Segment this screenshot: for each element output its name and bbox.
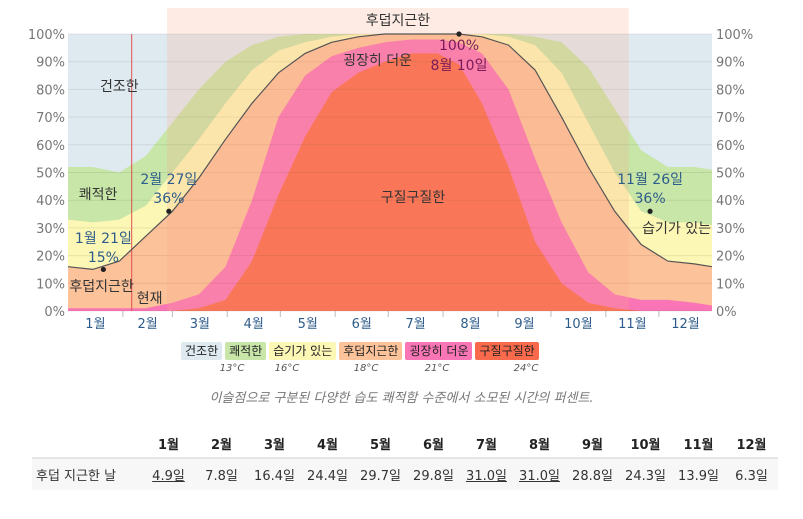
table-month-header: 6월 [407,430,460,458]
table-month-header: 2월 [195,430,248,458]
table-cell: 31.0일 [513,458,566,490]
y-tick-left: 70% [36,111,65,126]
annotation-date: 11월 26일 [617,172,683,188]
y-tick-left: 0% [44,305,65,320]
table-cell: 7.8일 [195,458,248,490]
table-month-header: 12월 [725,430,778,458]
band-label-oppressive: 구질구질한 [381,190,446,206]
table-cell: 24.3일 [619,458,672,490]
month-label: 1월 [85,317,105,332]
annotation-value: 8월 10일 [431,58,488,74]
legend-temp: 13°C [220,363,245,374]
table-cell: 31.0일 [460,458,513,490]
annotation-point [101,267,106,272]
legend-item: 쾌적한 [225,342,266,360]
y-tick-right: 30% [716,222,745,237]
band-label-comfortable: 쾌적한 [79,187,118,203]
table-corner [32,430,142,458]
table-cell: 29.8일 [407,458,460,490]
band-label-dry: 건조한 [100,79,139,95]
band-label-very-humid: 굉장히 더운 [343,53,412,69]
table-month-header: 10월 [619,430,672,458]
month-label: 5월 [298,317,318,332]
annotation-date: 2월 27일 [140,172,197,188]
table-cell: 4.9일 [142,458,195,490]
y-tick-right: 90% [716,56,745,71]
table-month-header: 7월 [460,430,513,458]
table-month-header: 4월 [301,430,354,458]
table-month-header: 8월 [513,430,566,458]
y-tick-right: 0% [716,305,737,320]
table-cell: 16.4일 [248,458,301,490]
annotation-point [166,209,171,214]
y-tick-right: 10% [716,277,745,292]
annotation-point [456,31,461,36]
month-label: 3월 [190,317,210,332]
humidity-chart: 0% 0% 10% 10% 20% 20% 30% 30% 40% 40% 50% 50% 60% 60%… [0,0,803,340]
y-tick-left: 100% [28,28,65,43]
table-cell: 29.7일 [354,458,407,490]
legend-item: 굉장히 더운 [405,342,472,360]
month-label: 11월 [618,317,647,332]
month-label: 9월 [514,317,534,332]
month-label: 6월 [352,317,372,332]
legend-item: 구질구질한 [475,342,538,360]
annotation-value: 36% [635,191,666,207]
month-label: 4월 [244,317,264,332]
table-month-header: 3월 [248,430,301,458]
y-tick-right: 80% [716,83,745,98]
legend-temps: 13°C 16°C 18°C 21°C 24°C [0,363,803,377]
annotation-value: 15% [88,250,119,266]
table-cell: 13.9일 [672,458,725,490]
month-label: 12월 [671,317,700,332]
month-label: 8월 [460,317,480,332]
y-tick-left: 10% [36,277,65,292]
legend-temp: 16°C [275,363,300,374]
annotation-date: 100% [439,38,479,54]
y-tick-left: 50% [36,167,65,182]
legend-temp: 18°C [354,363,379,374]
y-tick-left: 40% [36,194,65,209]
y-tick-left: 20% [36,250,65,265]
y-tick-right: 100% [716,28,753,43]
table-cell: 28.8일 [566,458,619,490]
table-cell: 24.4일 [301,458,354,490]
table-month-header: 1월 [142,430,195,458]
y-tick-right: 20% [716,250,745,265]
legend-item: 습기가 있는 [269,342,336,360]
muggy-season-label: 후덥지근한 [366,13,431,29]
y-tick-left: 80% [36,83,65,98]
muggy-days-table: 1월 2월 3월 4월 5월 6월 7월 8월 9월 10월 11월 12월 후덥 지근한 날 4.9일… [32,430,778,490]
legend-item: 건조한 [181,342,222,360]
annotation-value: 36% [153,191,184,207]
month-label: 2월 [137,317,157,332]
y-tick-left: 60% [36,139,65,154]
legend-item: 후덥지근한 [339,342,402,360]
table-month-header: 9월 [566,430,619,458]
table-row-label: 후덥 지근한 날 [32,458,142,490]
legend-temp: 24°C [514,363,539,374]
today-label: 현재 [137,291,163,307]
y-tick-right: 70% [716,111,745,126]
table-month-header: 5월 [354,430,407,458]
legend: 건조한 쾌적한 습기가 있는 후덥지근한 굉장히 더운 구질구질한 [181,342,539,360]
annotation-date: 1월 21일 [75,231,132,247]
y-tick-right: 60% [716,139,745,154]
legend-temp: 21°C [425,363,450,374]
y-tick-right: 50% [716,167,745,182]
chart-caption: 이슬점으로 구분된 다양한 습도 쾌적함 수준에서 소모된 시간의 퍼센트. [0,387,803,406]
y-tick-left: 30% [36,222,65,237]
y-tick-right: 40% [716,194,745,209]
chart-layers: 0% 0% 10% 10% 20% 20% 30% 30% 40% 40% 50% 50% 60% 60%… [28,8,753,332]
annotation-point [647,209,652,214]
band-label-muggy: 후덥지근한 [69,279,134,295]
table-cell: 6.3일 [725,458,778,490]
band-label-humid: 습기가 있는 [642,221,711,237]
month-label: 10월 [564,317,593,332]
y-tick-left: 90% [36,56,65,71]
month-label: 7월 [406,317,426,332]
table-month-header: 11월 [672,430,725,458]
